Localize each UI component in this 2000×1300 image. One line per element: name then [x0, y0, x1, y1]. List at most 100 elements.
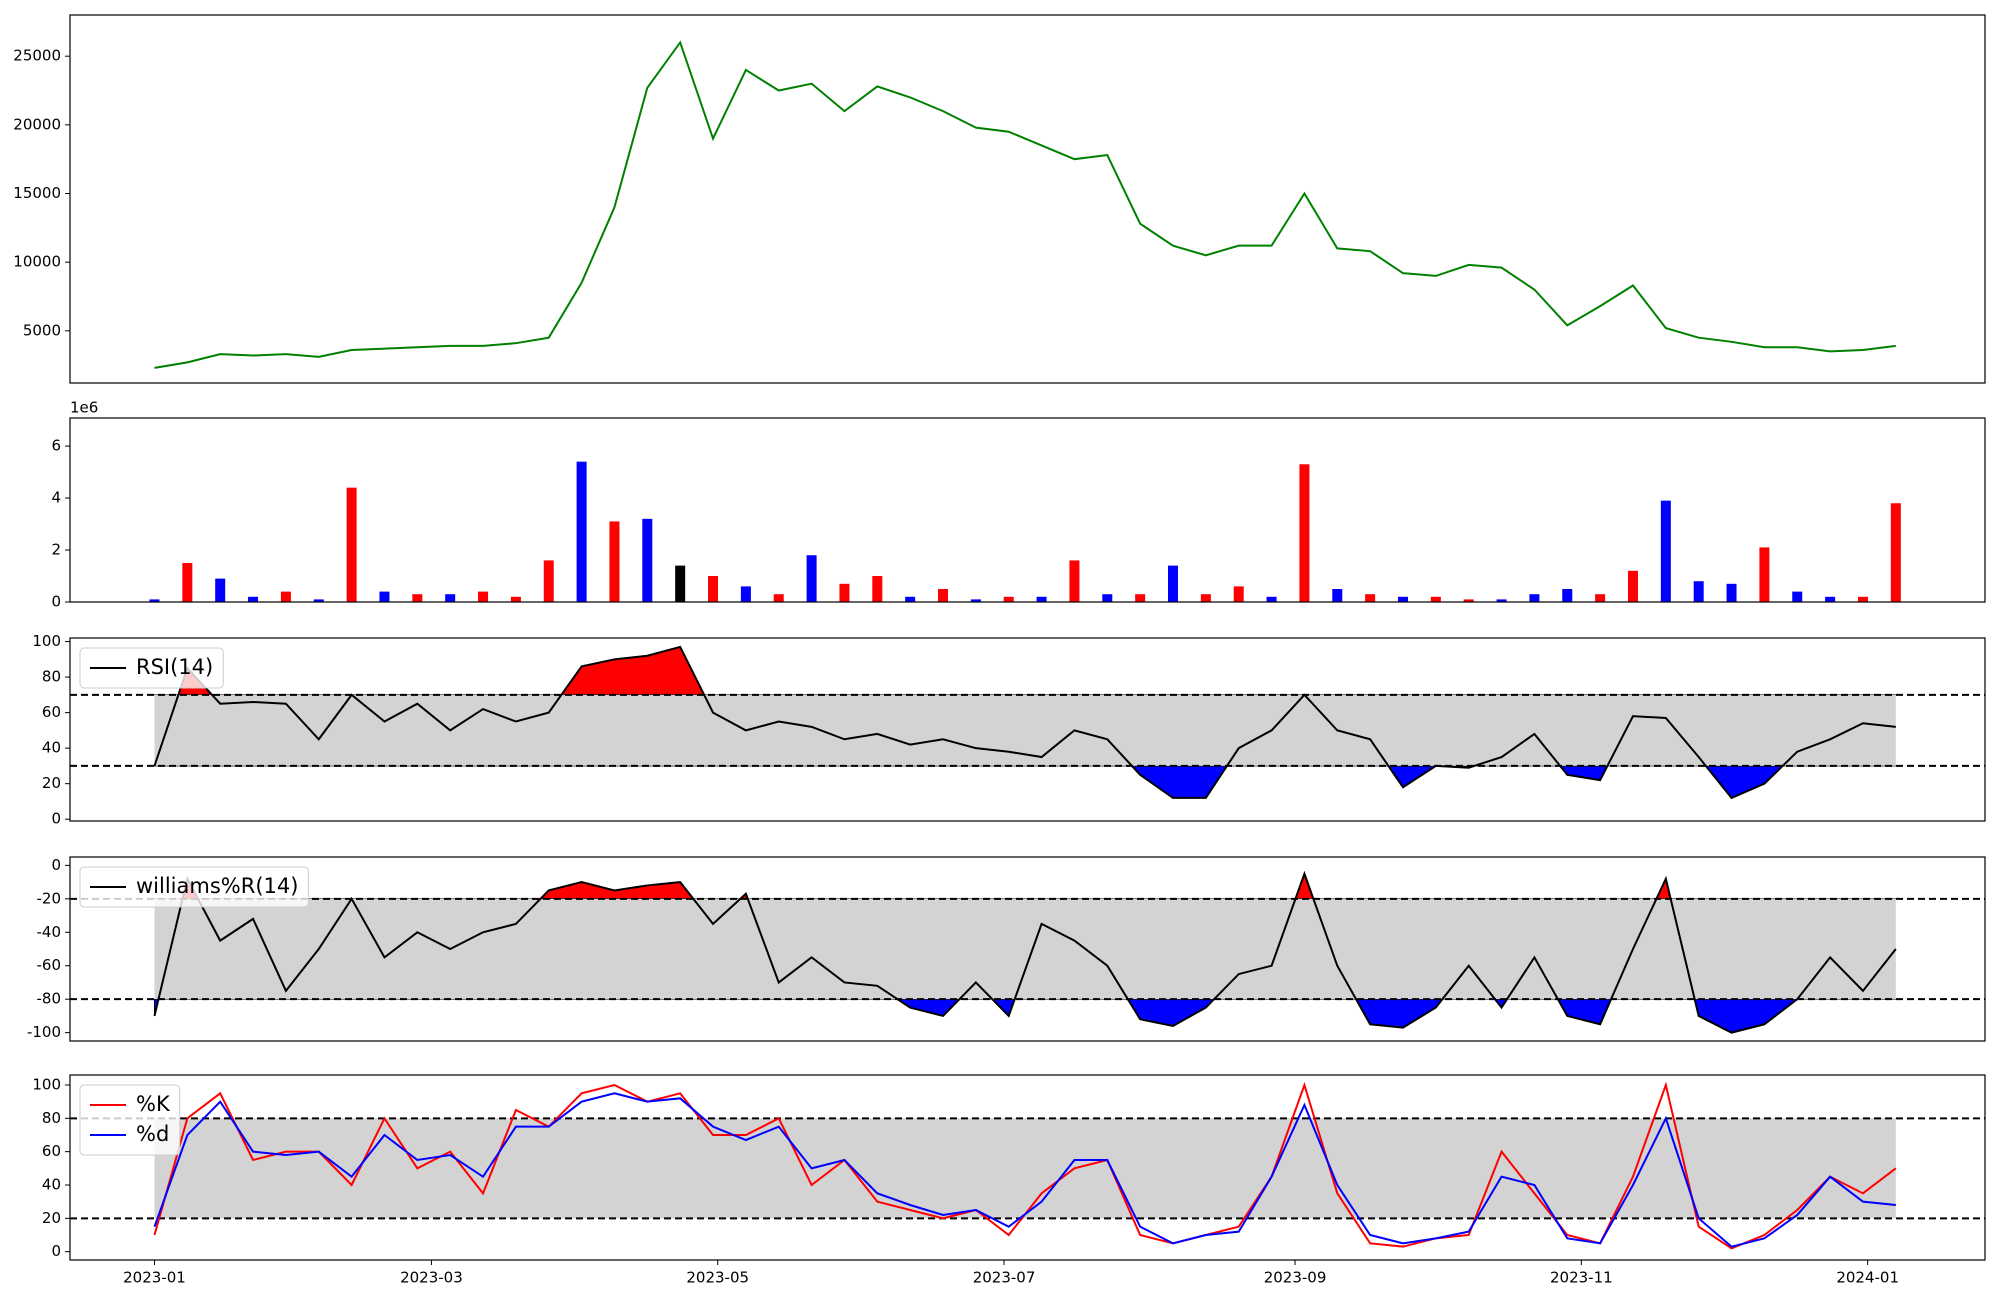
plot-frame [69, 417, 1986, 603]
volume-bar [1857, 596, 1868, 602]
volume-bar [510, 596, 521, 602]
y-tick-label: 20000 [13, 115, 61, 133]
volume-bar [1529, 594, 1540, 602]
volume-bar [248, 596, 259, 602]
volume-bar [412, 594, 423, 602]
offset-label: 1e6 [70, 399, 98, 417]
volume-bar [970, 599, 981, 602]
volume-bar [149, 599, 160, 602]
volume-bar [445, 594, 456, 602]
volume-bar [379, 591, 390, 602]
plot-frame [69, 14, 1986, 384]
volume-bar [1726, 583, 1737, 602]
y-tick-label: 6 [51, 437, 61, 455]
volume-bar [642, 518, 653, 602]
legend-label: williams%R(14) [136, 874, 298, 898]
legend-box [79, 647, 224, 689]
volume-bar [313, 599, 324, 602]
plot-frame [69, 1074, 1986, 1261]
legend-label: %d [136, 1122, 169, 1146]
y-tick-label: 10000 [13, 253, 61, 271]
volume-bar [1825, 596, 1836, 602]
y-tick-label: 100 [32, 1076, 61, 1094]
volume-bar [543, 560, 554, 602]
volume-bar [1890, 503, 1901, 602]
volume-bar [773, 594, 784, 602]
volume-bar [1397, 596, 1408, 602]
volume-bar [1562, 589, 1573, 602]
y-tick-label: 0 [51, 593, 61, 611]
overbought-fill [153, 646, 1897, 695]
volume-bar [839, 583, 850, 602]
volume-bar [1660, 500, 1671, 602]
y-tick-label: 40 [42, 739, 61, 757]
oversold-fill [153, 999, 1897, 1034]
volume-bar [1463, 599, 1474, 602]
y-tick-label: 5000 [23, 321, 61, 339]
plot-frame [69, 637, 1986, 822]
volume-bar [576, 461, 587, 602]
series-line [153, 870, 1897, 1034]
x-tick-label: 2023-09 [1264, 1269, 1327, 1287]
volume-bar [905, 596, 916, 602]
series-line [153, 1092, 1896, 1248]
volume-bar [1168, 565, 1179, 602]
y-tick-label: 80 [42, 1109, 61, 1127]
plot-area [70, 418, 1985, 602]
volume-bar [609, 521, 620, 602]
volume-bar [740, 586, 751, 602]
x-tick-label: 2024-01 [1836, 1269, 1899, 1287]
volume-bar [1792, 591, 1803, 602]
volume-bar [1430, 596, 1441, 602]
plot-frame [69, 856, 1986, 1042]
x-tick-label: 2023-03 [400, 1269, 463, 1287]
y-tick-label: 4 [51, 489, 61, 507]
volume-bar [938, 589, 949, 602]
y-tick-label: 20 [42, 774, 61, 792]
volume-bar [1036, 596, 1047, 602]
volume-bar [215, 578, 226, 602]
volume-bar [1233, 586, 1244, 602]
x-tick-label: 2023-01 [123, 1269, 186, 1287]
y-tick-label: 0 [51, 1242, 61, 1260]
volume-bar [280, 591, 291, 602]
volume-bar [346, 487, 357, 602]
volume-bar [1627, 570, 1638, 602]
volume-bar [806, 555, 817, 602]
y-tick-label: 25000 [13, 47, 61, 65]
x-tick-label: 2023-05 [686, 1269, 749, 1287]
volume-bar [1003, 596, 1014, 602]
x-tick-label: 2023-07 [973, 1269, 1036, 1287]
volume-bar [1266, 596, 1277, 602]
volume-bar [1135, 594, 1146, 602]
y-tick-label: -80 [37, 990, 62, 1008]
y-tick-label: 80 [42, 668, 61, 686]
legend-label: RSI(14) [136, 655, 213, 679]
volume-bar [872, 576, 883, 602]
neutral-band [154, 1118, 1896, 1219]
y-tick-label: 40 [42, 1176, 61, 1194]
volume-bar [675, 565, 686, 602]
volume-bar [1200, 594, 1211, 602]
volume-bar [1299, 464, 1310, 602]
volume-bar [1332, 589, 1343, 602]
y-tick-label: 100 [32, 632, 61, 650]
volume-bar [1496, 599, 1507, 602]
y-tick-label: 0 [51, 856, 61, 874]
volume-bar [1595, 594, 1606, 602]
series-line [153, 645, 1896, 800]
series-line [154, 40, 1896, 369]
y-tick-label: -60 [37, 956, 62, 974]
y-tick-label: 2 [51, 541, 61, 559]
y-tick-label: 60 [42, 1142, 61, 1160]
volume-bar [708, 576, 719, 602]
neutral-band [154, 898, 1896, 1000]
y-tick-label: 60 [42, 703, 61, 721]
volume-bar [1365, 594, 1376, 602]
volume-bar [182, 563, 193, 602]
y-tick-label: 0 [51, 810, 61, 828]
overbought-fill [153, 872, 1897, 899]
volume-bar [1102, 594, 1113, 602]
y-tick-label: -100 [27, 1023, 61, 1041]
